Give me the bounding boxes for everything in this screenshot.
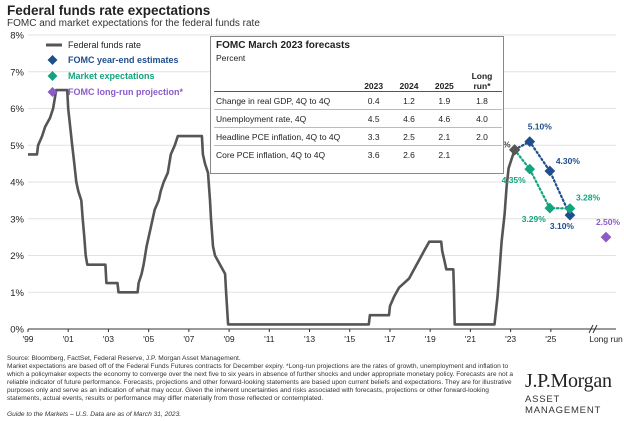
header-cell: 2025 <box>426 65 462 92</box>
table-cell: 4.6 <box>391 109 427 128</box>
header-cell: 2023 <box>356 65 392 92</box>
data-point-market <box>544 202 556 214</box>
x-tick-label: '21 <box>465 334 476 344</box>
y-tick-label: 6% <box>10 104 24 115</box>
source-note: Source: Bloomberg, FactSet, Federal Rese… <box>7 355 241 362</box>
axis-break-mark <box>592 324 598 334</box>
x-tick-label: '05 <box>143 334 154 344</box>
table-cell: 3.6 <box>367 149 380 160</box>
forecast-table: 2023 2024 2025 Long run* Change in real … <box>214 65 502 163</box>
x-tick-label: '01 <box>63 334 74 344</box>
table-cell: 2.6 <box>403 149 415 160</box>
data-label: 3.28% <box>576 192 601 202</box>
series-line-market <box>513 148 571 210</box>
legend-label: Federal funds rate <box>68 40 142 50</box>
disclaimer-note: Market expectations are based off of the… <box>7 363 514 403</box>
x-tick-label: '99 <box>22 334 33 344</box>
y-tick-label: 4% <box>10 178 24 189</box>
x-tick-label: '25 <box>545 334 556 344</box>
forecast-table-header: 2023 2024 2025 Long run* <box>214 65 502 92</box>
forecast-table-title: FOMC March 2023 forecasts <box>216 40 350 51</box>
y-tick-label: 2% <box>10 251 24 262</box>
series-line-fomc <box>513 140 571 217</box>
legend-label: FOMC year-end estimates <box>68 55 179 65</box>
x-tick-label: '19 <box>425 334 436 344</box>
series-line-fed-funds <box>28 88 516 326</box>
forecast-table-unit: Percent <box>216 53 246 63</box>
table-cell: 2.0 <box>462 127 502 146</box>
table-cell: 1.8 <box>462 91 502 110</box>
chart-plot: 0% 1% 2% 3% 4% 5% 6% 7% 8% '99 '01 '03 '05 '07 '09 '11 '… <box>10 31 623 345</box>
y-tick-label: 8% <box>10 31 24 42</box>
data-point-longrun <box>600 231 612 243</box>
axis-break-mark <box>588 324 594 334</box>
table-cell: 2.1 <box>426 127 462 146</box>
brand-logo: J.P.Morgan <box>525 370 612 392</box>
x-tick-label: '15 <box>344 334 355 344</box>
table-row: Headline PCE inflation, 4Q to 4Q 3.3 2.5… <box>214 127 502 146</box>
x-tick-label-long-run: Long run <box>589 334 623 344</box>
table-cell: 2.1 <box>438 149 451 160</box>
row-label: Change in real GDP, 4Q to 4Q <box>214 91 356 110</box>
table-cell: 1.9 <box>426 91 462 110</box>
row-label: Core PCE inflation, 4Q to 4Q <box>216 149 326 160</box>
table-row: Unemployment rate, 4Q 4.5 4.6 4.6 4.0 <box>214 109 502 128</box>
data-label: 2.50% <box>596 217 621 227</box>
row-label: Headline PCE inflation, 4Q to 4Q <box>214 127 356 146</box>
x-tick-label: '13 <box>304 334 315 344</box>
diamond-icon <box>47 55 58 65</box>
data-point-fomc <box>564 209 576 221</box>
forecast-table-box: FOMC March 2023 forecasts Percent 2023 2… <box>210 36 504 174</box>
header-cell: 2024 <box>391 65 427 92</box>
x-tick-label: '07 <box>183 334 194 344</box>
table-cell: 1.2 <box>391 91 427 110</box>
data-label: 3.29% <box>522 214 547 224</box>
row-label: Unemployment rate, 4Q <box>214 109 356 128</box>
line-swatch-icon <box>46 43 62 47</box>
y-tick-label: 3% <box>10 214 24 225</box>
data-point-current-rate <box>508 144 521 156</box>
legend-label: FOMC long-run projection* <box>68 87 183 97</box>
header-cell-blank <box>214 65 356 92</box>
data-point-market <box>564 203 576 214</box>
legend-label: Market expectations <box>68 71 155 81</box>
table-cell: 4.6 <box>426 109 462 128</box>
data-label: 5.10% <box>528 122 553 132</box>
data-point-market <box>524 163 536 175</box>
table-cell: 4.0 <box>462 109 502 128</box>
table-row: Core PCE inflation, 4Q to 4Q 3.6 2.6 2.1 <box>214 146 502 164</box>
table-cell: 0.4 <box>356 91 392 110</box>
x-tick-label: '09 <box>224 334 235 344</box>
chart-title: Federal funds rate expectations <box>7 3 211 18</box>
x-tick-label: '11 <box>264 334 275 344</box>
x-tick-label: '23 <box>505 334 516 344</box>
diamond-icon <box>47 87 58 97</box>
brand-subtitle: ASSET MANAGEMENT <box>525 394 602 416</box>
y-tick-label: 5% <box>10 141 24 152</box>
diamond-icon <box>47 71 58 81</box>
data-point-fomc <box>524 136 536 147</box>
data-label: 4.30% <box>556 156 581 166</box>
table-cell <box>462 146 502 164</box>
table-cell: 4.5 <box>356 109 392 128</box>
x-tick-label: '03 <box>103 334 114 344</box>
data-point-fomc <box>544 165 556 177</box>
chart-subtitle: FOMC and market expectations for the fed… <box>7 18 260 29</box>
data-label: 3.10% <box>550 221 575 231</box>
table-cell: 2.5 <box>391 127 427 146</box>
x-tick-label: '17 <box>384 334 395 344</box>
header-cell: Long run* <box>462 65 502 92</box>
guide-note: Guide to the Markets – U.S. Data are as … <box>7 411 182 418</box>
data-label: 4.35% <box>502 175 527 185</box>
y-tick-label: 0% <box>10 325 24 336</box>
table-row: Change in real GDP, 4Q to 4Q 0.4 1.2 1.9… <box>214 91 502 110</box>
y-tick-label: 1% <box>10 288 24 299</box>
table-cell: 3.3 <box>356 127 392 146</box>
y-tick-label: 7% <box>10 67 24 78</box>
